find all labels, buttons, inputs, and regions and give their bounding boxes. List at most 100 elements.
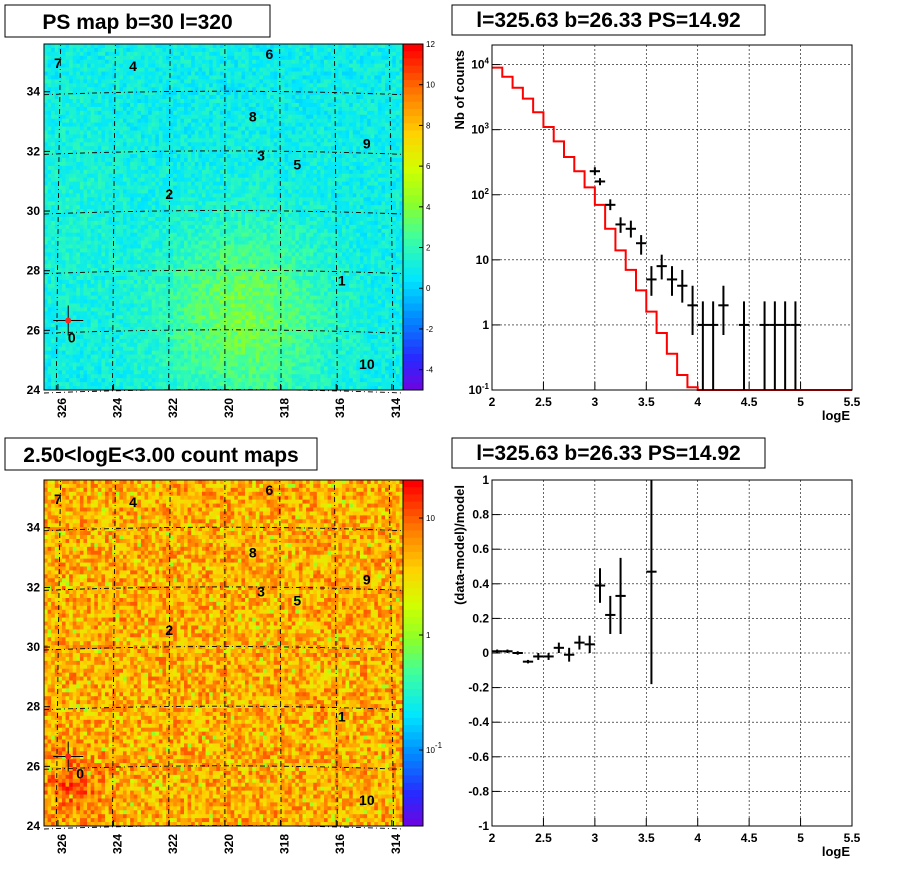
map0-cell bbox=[58, 99, 63, 104]
map0-cell bbox=[374, 122, 379, 127]
map0-cell bbox=[69, 169, 74, 175]
map0-cell bbox=[176, 228, 181, 234]
map0-cell bbox=[140, 146, 145, 151]
map0-cell bbox=[97, 232, 102, 238]
map0-cell bbox=[349, 87, 354, 92]
map0-cell bbox=[76, 209, 81, 214]
map0-cell bbox=[158, 169, 163, 175]
map0-cell bbox=[367, 150, 372, 155]
map0-cell bbox=[119, 193, 124, 198]
map0-cell bbox=[173, 201, 178, 206]
map0-cell bbox=[54, 99, 59, 104]
map0-cell bbox=[270, 47, 275, 53]
map0-cell bbox=[101, 161, 106, 167]
map0-cell bbox=[316, 102, 321, 108]
map0-cell bbox=[349, 220, 354, 226]
map0-cell bbox=[234, 138, 239, 143]
map0-cell bbox=[169, 158, 174, 163]
map0-cell bbox=[191, 154, 196, 159]
map0-cell bbox=[280, 126, 285, 131]
map0-cell bbox=[352, 146, 357, 151]
map0-cell bbox=[44, 213, 48, 218]
map0-cell bbox=[302, 193, 307, 198]
map0-cell bbox=[144, 126, 149, 131]
map0-cell bbox=[90, 158, 95, 163]
map0-cell bbox=[295, 110, 300, 116]
map0-cell bbox=[388, 177, 393, 183]
map0-cell bbox=[155, 126, 160, 131]
map0-cell bbox=[83, 110, 88, 116]
map0-cell bbox=[119, 161, 124, 167]
map0-cell bbox=[144, 55, 149, 61]
map0-cell bbox=[83, 130, 88, 135]
map0-cell bbox=[87, 173, 92, 179]
map0-cell bbox=[270, 158, 275, 163]
map0-cell bbox=[298, 47, 303, 53]
map0-cell bbox=[230, 122, 235, 127]
map0-cell bbox=[209, 79, 214, 84]
map0-cell bbox=[94, 114, 99, 120]
map0-cell bbox=[374, 87, 379, 92]
map0-cell bbox=[374, 185, 379, 190]
map0-cell bbox=[223, 59, 228, 65]
map0-cell bbox=[273, 118, 278, 124]
map0-cell bbox=[176, 177, 181, 183]
map0-cell bbox=[148, 83, 153, 88]
map0-cell bbox=[51, 146, 56, 151]
map0-cell bbox=[212, 99, 217, 104]
map0-cell bbox=[216, 165, 221, 171]
map0-cell bbox=[54, 220, 59, 226]
map0-cell bbox=[331, 102, 336, 108]
map0-cell bbox=[302, 154, 307, 159]
map0-cell bbox=[280, 99, 285, 104]
map0-cell bbox=[173, 83, 178, 88]
map0-cell bbox=[119, 201, 124, 206]
map0-cell bbox=[65, 217, 70, 222]
map0-cell bbox=[262, 95, 267, 100]
map0-cell bbox=[245, 44, 250, 49]
map0-cell bbox=[133, 55, 138, 61]
map0-cell bbox=[320, 177, 325, 183]
map0-cell bbox=[370, 114, 375, 120]
map0-cell bbox=[381, 201, 386, 206]
map0-cell bbox=[90, 165, 95, 171]
map0-cell bbox=[352, 165, 357, 171]
map0-cell bbox=[262, 47, 267, 53]
map0-cell bbox=[359, 79, 364, 84]
map0-cell bbox=[212, 193, 217, 198]
map0-cell bbox=[112, 213, 117, 218]
map0-cell bbox=[180, 55, 185, 61]
map0-cell bbox=[97, 51, 102, 57]
map0-cell bbox=[334, 217, 339, 222]
map0-cell bbox=[79, 209, 84, 214]
map0-cell bbox=[166, 130, 171, 135]
map0-cell bbox=[288, 122, 293, 127]
map0-cell bbox=[44, 173, 48, 179]
map0-cell bbox=[205, 165, 210, 171]
map0-cell bbox=[184, 106, 188, 112]
map0-cell bbox=[359, 189, 364, 194]
map0-cell bbox=[255, 154, 260, 159]
map0-cell bbox=[212, 150, 217, 155]
map0-cell bbox=[230, 173, 235, 179]
map0-cell bbox=[298, 224, 303, 230]
map0-cell bbox=[115, 95, 120, 100]
map0-cell bbox=[126, 122, 131, 127]
map0-cell bbox=[280, 158, 285, 163]
map0-cell bbox=[388, 228, 393, 234]
map0-cell bbox=[277, 130, 282, 135]
map0-cell bbox=[270, 102, 275, 108]
map0-cell bbox=[313, 209, 318, 214]
map0-cell bbox=[140, 102, 145, 108]
map0-cell bbox=[51, 161, 56, 167]
map0-cell bbox=[395, 146, 400, 151]
map0-cell bbox=[162, 161, 167, 167]
map0-cell bbox=[370, 165, 375, 171]
map0-cell bbox=[119, 158, 124, 163]
map0-cell bbox=[130, 224, 135, 230]
map0-cell bbox=[173, 44, 178, 49]
map0-cell bbox=[155, 209, 160, 214]
map0-cell bbox=[79, 205, 84, 210]
map0-cell bbox=[108, 220, 113, 226]
map0-cell bbox=[385, 201, 390, 206]
